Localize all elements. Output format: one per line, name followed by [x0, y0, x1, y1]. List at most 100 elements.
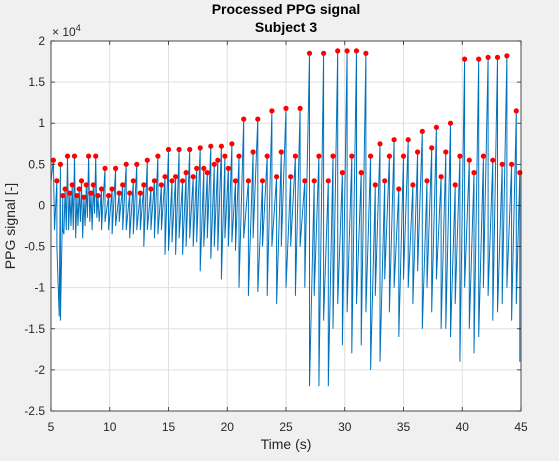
peak-marker: [173, 174, 179, 180]
x-tick-label: 15: [162, 420, 176, 434]
y-axis-label: PPG signal [-]: [2, 183, 18, 269]
peak-marker: [457, 153, 463, 159]
peak-marker: [382, 178, 388, 184]
peak-marker: [158, 182, 164, 188]
peak-marker: [424, 178, 430, 184]
chart-title: Processed PPG signal: [212, 1, 361, 17]
peak-marker: [513, 108, 519, 114]
peak-marker: [197, 145, 203, 151]
peak-marker: [208, 143, 214, 149]
y-exponent-base: × 10: [52, 25, 76, 39]
peak-marker: [134, 161, 140, 167]
peak-marker: [363, 50, 369, 56]
peak-marker: [144, 157, 150, 163]
y-tick-label: 2: [38, 34, 45, 48]
peak-marker: [120, 182, 126, 188]
peak-marker: [438, 174, 444, 180]
peak-marker: [76, 186, 82, 192]
peak-marker: [169, 178, 175, 184]
x-tick-label: 10: [103, 420, 117, 434]
peak-marker: [466, 157, 472, 163]
peak-marker: [316, 153, 322, 159]
ppg-signal-line: [50, 50, 521, 387]
peak-marker: [74, 193, 80, 199]
peak-marker: [264, 153, 270, 159]
peak-marker: [330, 153, 336, 159]
peak-marker: [64, 153, 71, 159]
y-exponent-power: 4: [76, 23, 81, 33]
peak-marker: [194, 165, 200, 171]
peak-marker: [81, 194, 87, 200]
peak-marker: [69, 182, 75, 188]
peak-marker: [372, 182, 378, 188]
peak-marker: [116, 190, 122, 196]
peak-marker: [306, 50, 313, 56]
peak-marker: [78, 178, 85, 184]
peak-marker: [410, 182, 416, 188]
peak-marker: [476, 56, 482, 62]
x-tick-label: 20: [221, 420, 235, 434]
peak-marker: [339, 170, 345, 176]
peak-marker: [137, 190, 143, 196]
peak-marker: [102, 165, 108, 171]
peak-marker: [415, 149, 421, 155]
peak-marker: [259, 178, 266, 184]
peak-marker: [452, 182, 458, 188]
peak-marker: [83, 182, 89, 188]
x-tick-label: 25: [279, 420, 293, 434]
x-tick-label: 45: [514, 420, 528, 434]
y-tick-label: 1: [38, 116, 45, 130]
peak-marker: [358, 170, 364, 176]
peak-marker: [225, 165, 231, 171]
y-tick-label: -1: [34, 281, 45, 295]
plot-content: [50, 48, 523, 387]
peak-marker: [250, 149, 256, 155]
peak-marker: [353, 48, 360, 54]
peak-marker: [123, 161, 129, 167]
peak-marker: [494, 54, 501, 61]
peak-marker: [321, 50, 327, 56]
chart-subtitle: Subject 3: [255, 19, 317, 35]
peak-marker: [130, 178, 136, 184]
peak-marker: [292, 153, 298, 159]
peak-marker: [93, 153, 99, 159]
peak-marker: [480, 153, 486, 159]
y-tick-label: -1.5: [24, 322, 45, 336]
peak-marker: [433, 124, 439, 130]
x-tick-label: 35: [397, 420, 411, 434]
peak-marker: [278, 149, 284, 155]
y-tick-label: -2: [34, 363, 45, 377]
peak-marker: [86, 153, 92, 159]
peak-marker: [155, 153, 161, 159]
x-axis-label: Time (s): [261, 436, 312, 452]
peak-marker: [335, 48, 341, 54]
peak-marker: [95, 193, 101, 199]
peak-marker: [60, 193, 66, 199]
peak-marker: [57, 161, 64, 167]
peak-marker: [183, 170, 189, 176]
peak-marker: [396, 186, 402, 192]
peak-marker: [109, 186, 115, 192]
peak-marker: [151, 178, 157, 184]
peak-marker: [187, 146, 193, 153]
peak-marker: [499, 161, 505, 167]
peak-marker: [165, 146, 172, 153]
peak-marker: [211, 161, 217, 167]
peak-marker: [113, 165, 119, 171]
y-tick-label: 0.5: [28, 157, 45, 171]
peak-marker: [490, 157, 496, 163]
peak-marker: [241, 116, 247, 122]
peak-marker: [325, 178, 331, 184]
peak-marker: [148, 186, 154, 192]
peak-marker: [141, 182, 147, 188]
peak-marker: [368, 153, 374, 159]
peak-marker: [255, 116, 261, 122]
peak-marker: [288, 174, 294, 180]
y-exponent-label: × 104: [52, 23, 81, 39]
peak-marker: [283, 105, 289, 111]
peak-marker: [269, 108, 275, 114]
peak-marker: [517, 170, 523, 176]
peak-marker: [106, 193, 112, 199]
y-tick-label: 1.5: [28, 75, 45, 89]
